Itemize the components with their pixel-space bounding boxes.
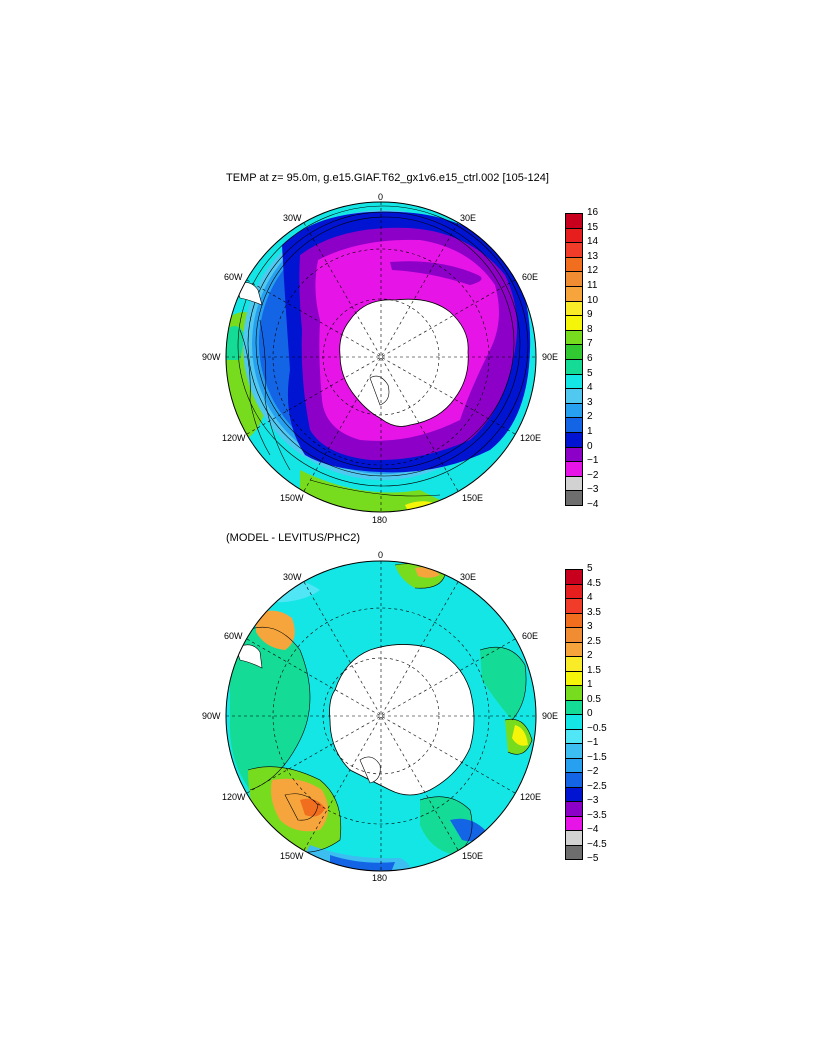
lon-label-90e: 90E bbox=[542, 711, 559, 721]
colorbar-tick-label: 2.5 bbox=[587, 635, 601, 647]
bottom-map-title: (MODEL - LEVITUS/PHC2) bbox=[226, 532, 361, 544]
colorbar-swatch bbox=[565, 598, 583, 614]
colorbar-tick-label: −4 bbox=[587, 499, 599, 510]
lon-label-180: 180 bbox=[372, 515, 388, 525]
lon-label-120w: 120W bbox=[222, 433, 246, 443]
colorbar-tick-label: 5 bbox=[587, 563, 593, 574]
colorbar-swatch bbox=[565, 772, 583, 788]
colorbar-tick-label: 12 bbox=[587, 265, 599, 277]
colorbar-swatch bbox=[565, 757, 583, 773]
colorbar-swatch bbox=[565, 490, 583, 506]
colorbar-tick-label: 0 bbox=[587, 440, 593, 452]
lon-label-90w: 90W bbox=[202, 711, 221, 721]
colorbar-tick-label: −2.5 bbox=[587, 780, 607, 792]
lon-label-120w: 120W bbox=[222, 792, 246, 802]
colorbar-tick-label: 2 bbox=[587, 411, 593, 423]
lon-label-60w: 60W bbox=[224, 631, 243, 641]
colorbar-tick-label: 16 bbox=[587, 207, 599, 218]
lon-label-120e: 120E bbox=[520, 433, 542, 443]
lon-label-30e: 30E bbox=[460, 213, 477, 223]
colorbar-tick-label: 11 bbox=[587, 280, 598, 291]
lon-label-150w: 150W bbox=[280, 851, 304, 861]
lon-label-90e: 90E bbox=[542, 352, 559, 362]
colorbar-tick-label: 3 bbox=[587, 396, 593, 408]
colorbar-swatch bbox=[565, 670, 583, 686]
lon-label-150e: 150E bbox=[462, 851, 484, 861]
colorbar-tick-label: −0.5 bbox=[587, 722, 607, 734]
colorbar-tick-label: −1 bbox=[587, 737, 599, 748]
colorbar-tick-label: 7 bbox=[587, 338, 593, 350]
colorbar-tick-label: −3 bbox=[587, 484, 599, 496]
colorbar-tick-label: −5 bbox=[587, 853, 599, 864]
colorbar-tick-label: 3 bbox=[587, 621, 593, 632]
colorbar-tick-label: −3 bbox=[587, 795, 599, 806]
colorbar-tick-label: 3.5 bbox=[587, 606, 601, 618]
colorbar-swatch bbox=[565, 728, 583, 744]
lon-label-150e: 150E bbox=[462, 493, 484, 503]
colorbar-tick-label: 15 bbox=[587, 221, 599, 233]
colorbar-tick-label: 13 bbox=[587, 250, 599, 262]
colorbar-swatch bbox=[565, 685, 583, 701]
colorbar-tick-label: −3.5 bbox=[587, 809, 607, 821]
colorbar-swatch bbox=[565, 801, 583, 817]
top-colorbar: 16 15 14 13 12 11 10 9 8 7 6 5 4 3 2 1 0 −1 −2 −3 −4 bbox=[565, 207, 617, 510]
lon-label-60w: 60W bbox=[224, 272, 243, 282]
colorbar-swatch bbox=[565, 815, 583, 831]
lon-label-60e: 60E bbox=[522, 272, 539, 282]
colorbar-tick-label: 4.5 bbox=[587, 577, 601, 589]
colorbar-swatch bbox=[565, 583, 583, 599]
lon-label-180: 180 bbox=[372, 873, 388, 883]
colorbar-swatch bbox=[565, 743, 583, 759]
colorbar-swatch bbox=[565, 844, 583, 860]
colorbar-swatch bbox=[565, 641, 583, 657]
colorbar-tick-label: 5 bbox=[587, 367, 593, 379]
colorbar-tick-label: −4.5 bbox=[587, 838, 607, 850]
colorbar-swatch bbox=[565, 612, 583, 628]
colorbar-tick-label: 4 bbox=[587, 382, 593, 394]
colorbar-swatch bbox=[565, 786, 583, 802]
colorbar-tick-label: 9 bbox=[587, 309, 593, 321]
colorbar-tick-label: 1 bbox=[587, 679, 593, 690]
top-map-title: TEMP at z= 95.0m, g.e15.GIAF.T62_gx1v6.e… bbox=[226, 172, 549, 184]
colorbar-swatch bbox=[565, 830, 583, 846]
colorbar-tick-label: 8 bbox=[587, 323, 593, 335]
colorbar-tick-label: 4 bbox=[587, 592, 593, 603]
colorbar-tick-label: 1 bbox=[587, 426, 593, 437]
colorbar-tick-label: −2 bbox=[587, 469, 599, 481]
lon-label-0: 0 bbox=[378, 550, 384, 560]
colorbar-swatch bbox=[565, 656, 583, 672]
lon-label-30e: 30E bbox=[460, 572, 477, 582]
colorbar-tick-label: 14 bbox=[587, 236, 599, 248]
lon-label-30w: 30W bbox=[283, 572, 302, 582]
lon-label-150w: 150W bbox=[280, 493, 304, 503]
colorbar-tick-label: 0.5 bbox=[587, 693, 601, 705]
colorbar-swatch bbox=[565, 714, 583, 730]
colorbar-tick-label: 2 bbox=[587, 650, 593, 661]
colorbar-swatch bbox=[565, 699, 583, 715]
lon-label-120e: 120E bbox=[520, 792, 542, 802]
colorbar-tick-label: 6 bbox=[587, 353, 593, 364]
lon-label-60e: 60E bbox=[522, 631, 539, 641]
colorbar-tick-label: −4 bbox=[587, 824, 599, 835]
lon-label-0: 0 bbox=[378, 192, 384, 202]
colorbar-tick-label: −1 bbox=[587, 455, 599, 467]
colorbar-tick-label: −2 bbox=[587, 766, 599, 777]
lon-label-30w: 30W bbox=[283, 213, 302, 223]
colorbar-swatch bbox=[565, 627, 583, 643]
colorbar-tick-label: 0 bbox=[587, 708, 593, 719]
lon-label-90w: 90W bbox=[202, 352, 221, 362]
colorbar-tick-label: −1.5 bbox=[587, 751, 607, 763]
bottom-colorbar: 5 4.5 4 3.5 3 2.5 2 1.5 1 0.5 0 −0.5 −1 −1.5 −2 −2.5 −3 −… bbox=[565, 563, 617, 864]
colorbar-tick-label: 10 bbox=[587, 294, 599, 306]
colorbar-tick-label: 1.5 bbox=[587, 664, 601, 676]
colorbar-swatch bbox=[565, 569, 583, 585]
